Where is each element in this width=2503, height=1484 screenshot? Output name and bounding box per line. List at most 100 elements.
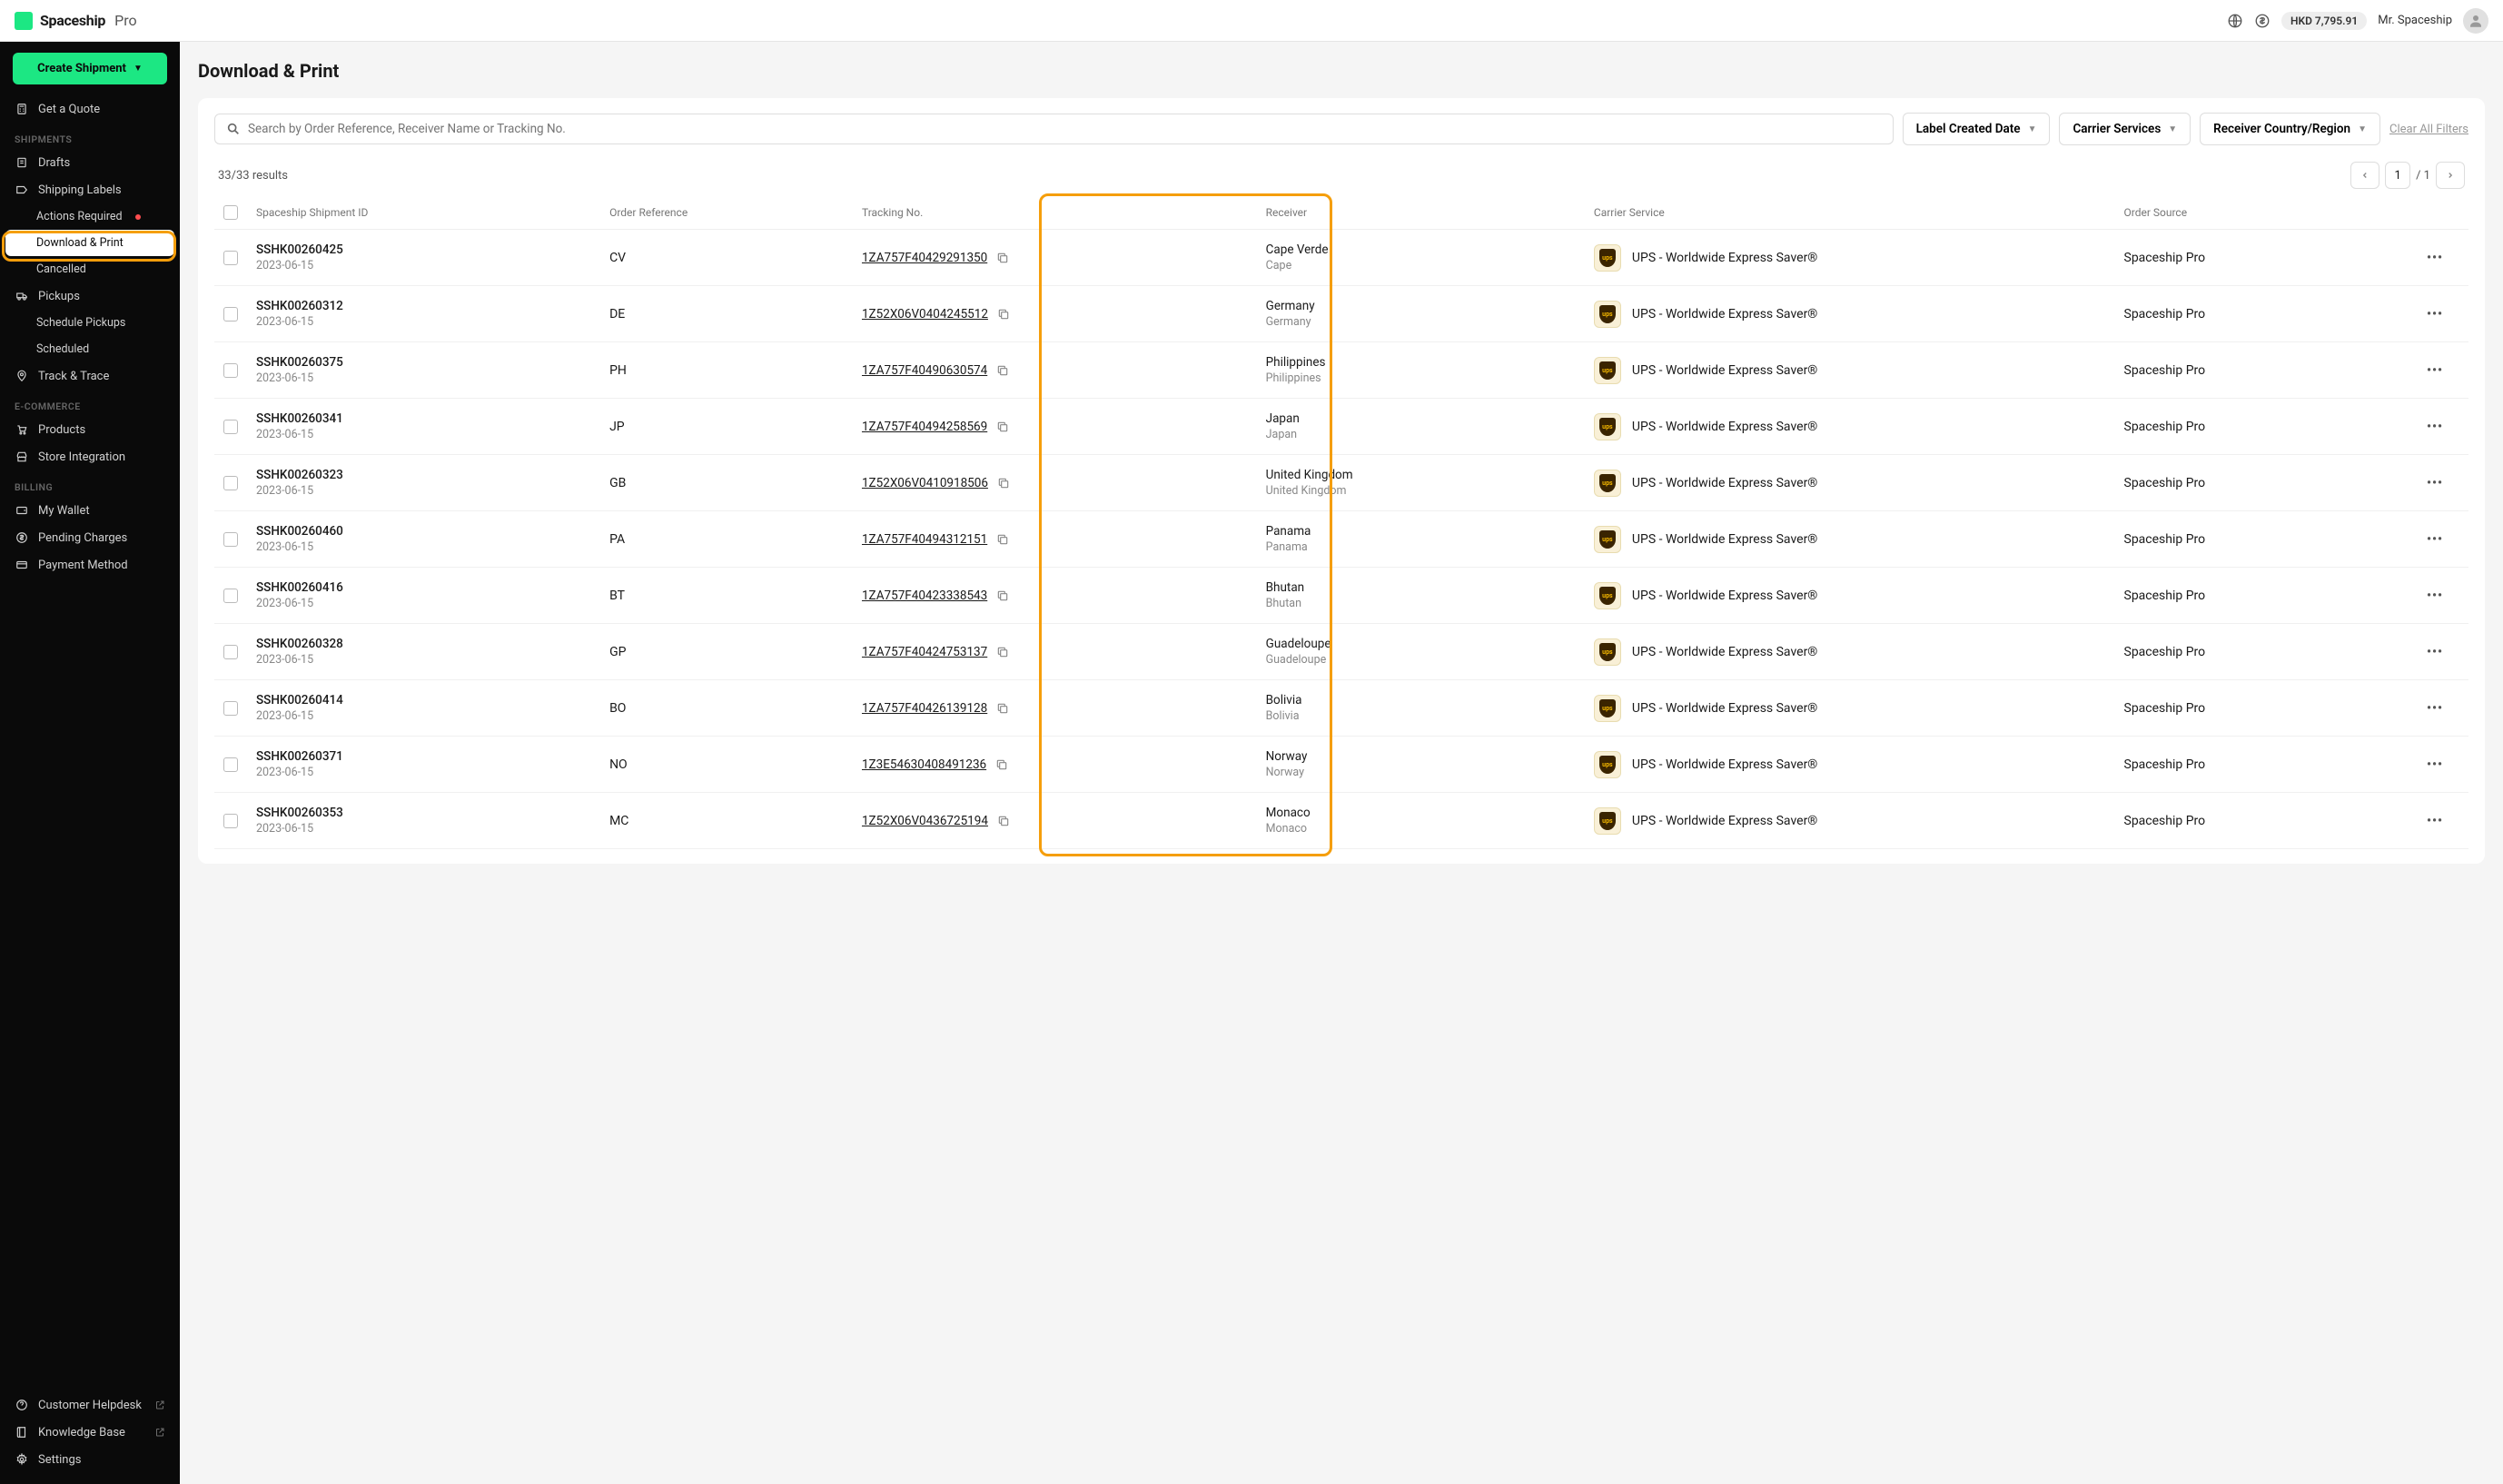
row-checkbox[interactable] bbox=[223, 532, 238, 547]
tracking-link[interactable]: 1ZA757F40424753137 bbox=[862, 645, 987, 659]
copy-icon[interactable] bbox=[996, 533, 1009, 546]
sidebar-item-payment-method[interactable]: Payment Method bbox=[0, 551, 180, 579]
more-icon[interactable]: ••• bbox=[2427, 701, 2443, 716]
tracking-link[interactable]: 1ZA757F40423338543 bbox=[862, 589, 987, 603]
tracking-link[interactable]: 1ZA757F40494258569 bbox=[862, 420, 987, 434]
copy-icon[interactable] bbox=[995, 758, 1008, 771]
logo[interactable]: Spaceship Pro bbox=[15, 12, 137, 30]
tracking-link[interactable]: 1Z52X06V0436725194 bbox=[862, 814, 988, 828]
copy-icon[interactable] bbox=[996, 252, 1009, 264]
pager-prev-button[interactable] bbox=[2350, 162, 2379, 189]
receiver-name: Norway bbox=[1266, 766, 1594, 779]
clear-all-filters-link[interactable]: Clear All Filters bbox=[2389, 123, 2468, 136]
sidebar-item-track-trace[interactable]: Track & Trace bbox=[0, 362, 180, 390]
sidebar-item-scheduled[interactable]: Scheduled bbox=[0, 336, 180, 362]
search-input[interactable] bbox=[248, 122, 1882, 136]
order-ref: DE bbox=[609, 307, 862, 322]
create-shipment-button[interactable]: Create Shipment ▼ bbox=[13, 53, 167, 84]
tracking-link[interactable]: 1ZA757F40429291350 bbox=[862, 251, 987, 265]
sidebar-item-pickups[interactable]: Pickups bbox=[0, 282, 180, 310]
sidebar-item-knowledge-base[interactable]: Knowledge Base bbox=[0, 1419, 180, 1446]
sidebar-item-get-quote[interactable]: Get a Quote bbox=[0, 95, 180, 123]
search-box[interactable] bbox=[214, 114, 1894, 144]
table-row: SSHK00260375 2023-06-15 PH 1ZA757F404906… bbox=[214, 342, 2468, 399]
more-icon[interactable]: ••• bbox=[2427, 589, 2443, 603]
shipment-id: SSHK00260425 bbox=[256, 242, 609, 257]
sidebar-item-store-integration[interactable]: Store Integration bbox=[0, 443, 180, 470]
more-icon[interactable]: ••• bbox=[2427, 363, 2443, 378]
copy-icon[interactable] bbox=[996, 589, 1009, 602]
row-checkbox[interactable] bbox=[223, 757, 238, 772]
more-icon[interactable]: ••• bbox=[2427, 645, 2443, 659]
filter-label-created-date[interactable]: Label Created Date ▼ bbox=[1903, 113, 2051, 145]
tracking-link[interactable]: 1Z52X06V0404245512 bbox=[862, 307, 988, 322]
row-checkbox[interactable] bbox=[223, 363, 238, 378]
avatar[interactable] bbox=[2463, 8, 2488, 34]
more-icon[interactable]: ••• bbox=[2427, 420, 2443, 434]
balance-pill[interactable]: HKD 7,795.91 bbox=[2281, 12, 2367, 30]
row-checkbox[interactable] bbox=[223, 420, 238, 434]
more-icon[interactable]: ••• bbox=[2427, 757, 2443, 772]
row-checkbox[interactable] bbox=[223, 645, 238, 659]
row-checkbox[interactable] bbox=[223, 251, 238, 265]
order-ref: PH bbox=[609, 363, 862, 378]
globe-icon[interactable] bbox=[2227, 13, 2243, 29]
filter-carrier-services[interactable]: Carrier Services ▼ bbox=[2059, 113, 2191, 145]
select-all-checkbox[interactable] bbox=[223, 205, 238, 220]
copy-icon[interactable] bbox=[997, 477, 1010, 490]
sidebar-label: Get a Quote bbox=[38, 103, 100, 116]
sidebar-section-shipments: SHIPMENTS bbox=[0, 123, 180, 149]
tracking-link[interactable]: 1Z52X06V0410918506 bbox=[862, 476, 988, 490]
carrier-service: UPS - Worldwide Express Saver® bbox=[1632, 363, 1817, 378]
user-name[interactable]: Mr. Spaceship bbox=[2378, 14, 2452, 27]
pager-current-page[interactable]: 1 bbox=[2385, 162, 2410, 189]
order-ref: GB bbox=[609, 476, 862, 490]
carrier-service: UPS - Worldwide Express Saver® bbox=[1632, 420, 1817, 434]
sidebar-item-pending-charges[interactable]: Pending Charges bbox=[0, 524, 180, 551]
sidebar-item-settings[interactable]: Settings bbox=[0, 1446, 180, 1473]
sidebar-item-shipping-labels[interactable]: Shipping Labels bbox=[0, 176, 180, 203]
sidebar-item-products[interactable]: Products bbox=[0, 416, 180, 443]
sidebar-item-drafts[interactable]: Drafts bbox=[0, 149, 180, 176]
row-checkbox[interactable] bbox=[223, 476, 238, 490]
row-checkbox[interactable] bbox=[223, 307, 238, 322]
row-checkbox[interactable] bbox=[223, 814, 238, 828]
sidebar-item-my-wallet[interactable]: My Wallet bbox=[0, 497, 180, 524]
sidebar-item-download-print[interactable]: Download & Print bbox=[5, 230, 174, 256]
table-row: SSHK00260353 2023-06-15 MC 1Z52X06V04367… bbox=[214, 793, 2468, 849]
sidebar-item-cancelled[interactable]: Cancelled bbox=[0, 256, 180, 282]
shipment-id: SSHK00260341 bbox=[256, 411, 609, 426]
pager-next-button[interactable] bbox=[2436, 162, 2465, 189]
more-icon[interactable]: ••• bbox=[2427, 814, 2443, 828]
row-checkbox[interactable] bbox=[223, 589, 238, 603]
tracking-link[interactable]: 1ZA757F40490630574 bbox=[862, 363, 987, 378]
table-row: SSHK00260416 2023-06-15 BT 1ZA757F404233… bbox=[214, 568, 2468, 624]
filter-receiver-country[interactable]: Receiver Country/Region ▼ bbox=[2200, 113, 2380, 145]
topbar-right: HKD 7,795.91 Mr. Spaceship bbox=[2227, 8, 2488, 34]
sidebar-item-helpdesk[interactable]: Customer Helpdesk bbox=[0, 1391, 180, 1419]
currency-icon[interactable] bbox=[2254, 13, 2271, 29]
tracking-link[interactable]: 1ZA757F40494312151 bbox=[862, 532, 987, 547]
more-icon[interactable]: ••• bbox=[2427, 251, 2443, 265]
tracking-link[interactable]: 1ZA757F40426139128 bbox=[862, 701, 987, 716]
receiver-country: Norway bbox=[1266, 749, 1594, 764]
copy-icon[interactable] bbox=[996, 702, 1009, 715]
row-checkbox[interactable] bbox=[223, 701, 238, 716]
more-icon[interactable]: ••• bbox=[2427, 532, 2443, 547]
sidebar-section-ecommerce: E-COMMERCE bbox=[0, 390, 180, 416]
copy-icon[interactable] bbox=[997, 308, 1010, 321]
receiver-name: Philippines bbox=[1266, 371, 1594, 385]
shipment-id: SSHK00260353 bbox=[256, 806, 609, 820]
receiver-country: Bhutan bbox=[1266, 580, 1594, 595]
sidebar-item-actions-required[interactable]: Actions Required bbox=[0, 203, 180, 230]
copy-icon[interactable] bbox=[997, 815, 1010, 827]
more-icon[interactable]: ••• bbox=[2427, 476, 2443, 490]
more-icon[interactable]: ••• bbox=[2427, 307, 2443, 322]
copy-icon[interactable] bbox=[996, 646, 1009, 658]
table-row: SSHK00260460 2023-06-15 PA 1ZA757F404943… bbox=[214, 511, 2468, 568]
tracking-link[interactable]: 1Z3E54630408491236 bbox=[862, 757, 986, 772]
copy-icon[interactable] bbox=[996, 420, 1009, 433]
book-icon bbox=[15, 1425, 29, 1439]
sidebar-item-schedule-pickups[interactable]: Schedule Pickups bbox=[0, 310, 180, 336]
copy-icon[interactable] bbox=[996, 364, 1009, 377]
